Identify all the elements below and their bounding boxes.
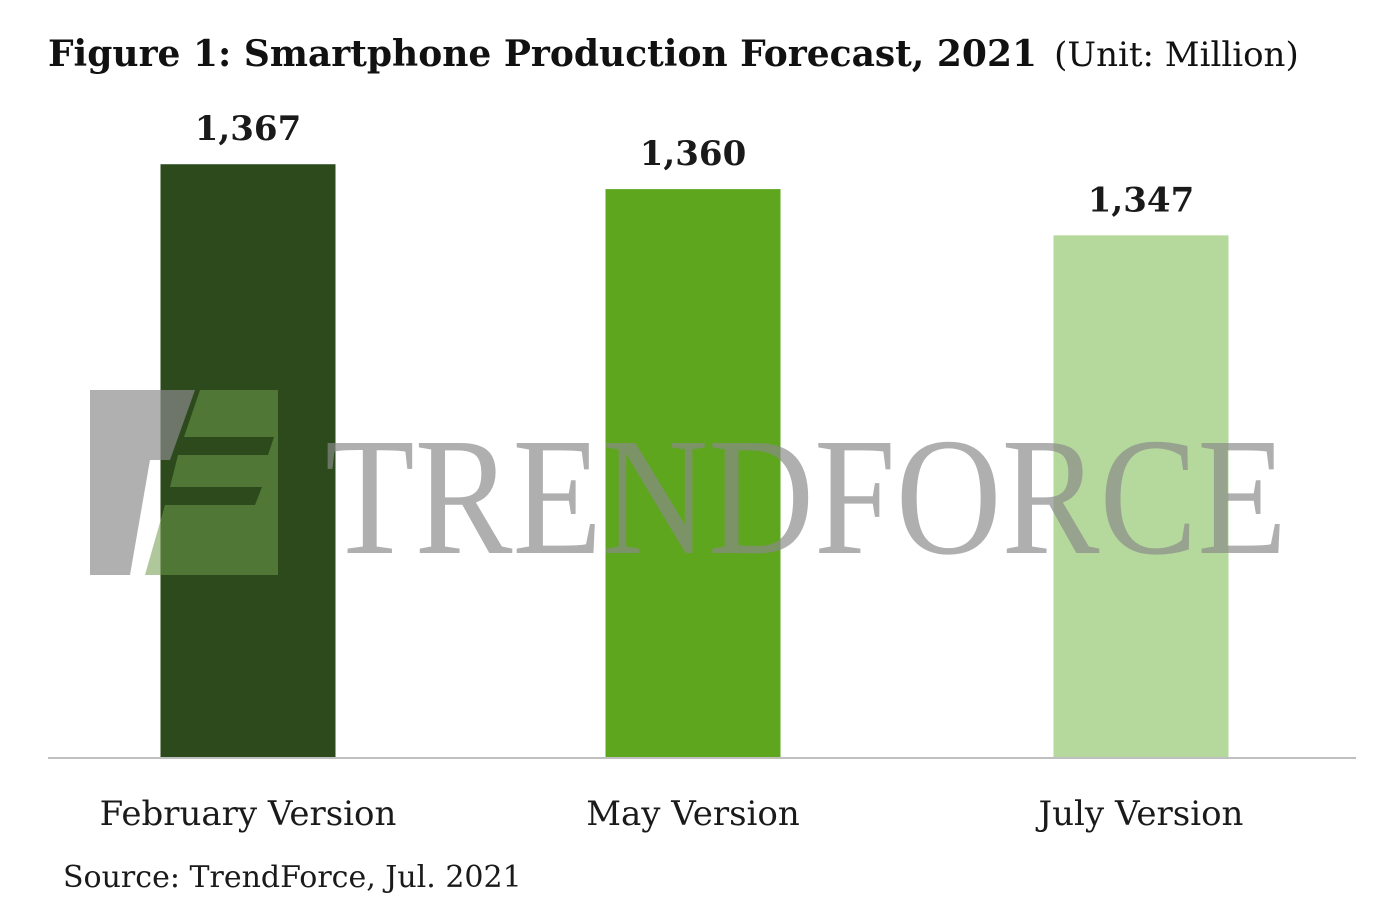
bars-layer <box>160 164 1229 759</box>
watermark-text: TRENDFORCE <box>325 404 1287 590</box>
x-tick-label: July Version <box>1036 794 1244 834</box>
data-label: 1,347 <box>1088 180 1194 220</box>
source-note: Source: TrendForce, Jul. 2021 <box>63 860 522 895</box>
trendforce-logo <box>90 390 278 575</box>
chart-title-unit: (Unit: Million) <box>1054 35 1299 75</box>
data-label: 1,360 <box>640 134 746 174</box>
data-label: 1,367 <box>195 109 301 149</box>
x-tick-label: May Version <box>586 794 800 834</box>
x-tick-label: February Version <box>100 794 397 834</box>
chart-title: Figure 1: Smartphone Production Forecast… <box>48 33 1299 75</box>
labels-layer: 1,367 February Version 1,360 May Version 1,3… <box>100 109 1244 834</box>
bar-may-version <box>605 189 781 759</box>
chart-title-main: Figure 1: Smartphone Production Forecast… <box>48 33 1037 75</box>
bar-july-version <box>1053 235 1229 759</box>
watermark: TRENDFORCE <box>90 390 1287 590</box>
